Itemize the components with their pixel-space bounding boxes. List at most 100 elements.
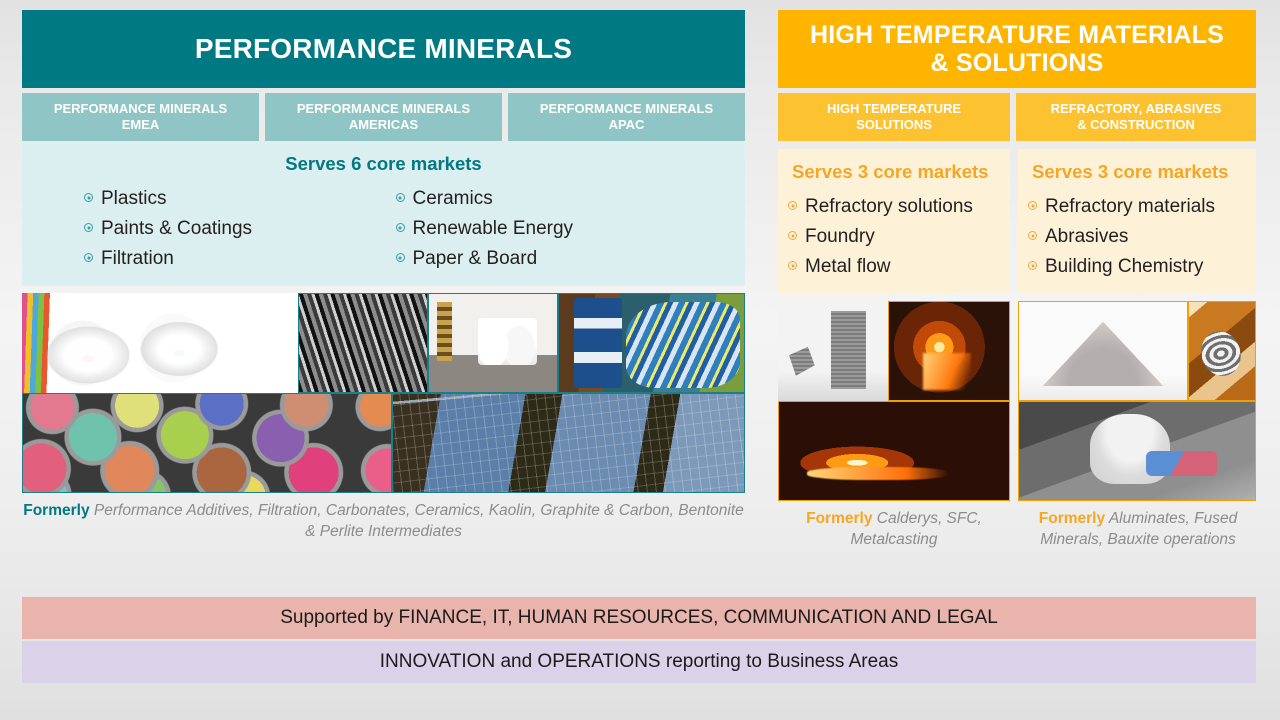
markets-columns: Plastics Paints & Coatings Filtration Ce… <box>32 184 735 275</box>
unit-performance-minerals-americas[interactable]: PERFORMANCE MINERALS AMERICAS <box>265 93 502 141</box>
market-label: Foundry <box>805 226 875 248</box>
business-area-performance-minerals: PERFORMANCE MINERALS PERFORMANCE MINERAL… <box>22 10 745 542</box>
list-item: Paper & Board <box>395 244 736 274</box>
high-temperature-photo-mosaics <box>778 301 1256 501</box>
formerly-text: Aluminates, Fused Minerals, Bauxite oper… <box>1040 510 1238 548</box>
business-area-high-temperature-materials: HIGH TEMPERATURE MATERIALS & SOLUTIONS H… <box>778 10 1256 550</box>
photo-row-bottom <box>22 393 745 493</box>
solar-panels-photo <box>392 393 745 493</box>
bullet-icon <box>1028 261 1037 271</box>
performance-minerals-formerly-note: Formerly Performance Additives, Filtrati… <box>22 501 745 542</box>
support-functions-bar: Supported by FINANCE, IT, HUMAN RESOURCE… <box>22 597 1256 639</box>
performance-minerals-markets-panel: Serves 6 core markets Plastics Paints & … <box>22 141 745 286</box>
bullet-icon <box>788 231 797 241</box>
photo-row-top <box>1018 301 1256 401</box>
unit-label-line1: PERFORMANCE MINERALS <box>53 101 228 117</box>
unit-label-line2: APAC <box>608 117 645 132</box>
unit-label-line2: EMEA <box>121 117 160 132</box>
molten-metal-photo <box>778 401 1010 501</box>
list-item: Foundry <box>788 222 1000 252</box>
bathroom-ceramics-photo <box>428 293 558 393</box>
unit-label-line2: & CONSTRUCTION <box>1077 117 1195 132</box>
performance-minerals-unit-row: PERFORMANCE MINERALS EMEA PERFORMANCE MI… <box>22 93 745 141</box>
market-label: Metal flow <box>805 256 891 278</box>
paint-cans-photo <box>22 393 392 493</box>
bullet-icon <box>84 223 93 233</box>
list-item: Renewable Energy <box>395 214 736 244</box>
market-label: Refractory materials <box>1045 196 1215 217</box>
innovation-operations-bar: INNOVATION and OPERATIONS reporting to B… <box>22 641 1256 683</box>
list-item: Metal flow <box>788 252 1000 282</box>
high-temperature-formerly-row: Formerly Calderys, SFC, Metalcasting For… <box>778 509 1256 550</box>
market-label: Renewable Energy <box>412 218 574 240</box>
rac-markets-panel: Serves 3 core markets Refractory materia… <box>1018 149 1256 294</box>
bullet-icon <box>1028 201 1037 210</box>
formerly-label: Formerly <box>806 510 873 527</box>
photo-row-top <box>22 293 745 393</box>
market-label: Filtration <box>101 248 174 270</box>
rac-formerly-note: Formerly Aluminates, Fused Minerals, Bau… <box>1020 509 1256 550</box>
markets-list-column-b: Ceramics Renewable Energy Paper & Board <box>384 184 736 275</box>
innovation-operations-label: INNOVATION and OPERATIONS reporting to B… <box>379 651 899 672</box>
market-label: Paper & Board <box>412 248 538 270</box>
formerly-text: Calderys, SFC, Metalcasting <box>850 510 982 548</box>
unit-label-line1: HIGH TEMPERATURE <box>826 101 962 117</box>
bullet-icon <box>84 193 93 202</box>
bullet-icon <box>395 253 405 263</box>
markets-heading: Serves 3 core markets <box>792 161 989 182</box>
markets-heading: Serves 3 core markets <box>1032 161 1229 182</box>
markets-list: Refractory materials Abrasives Building … <box>1028 192 1246 283</box>
unit-high-temperature-solutions[interactable]: HIGH TEMPERATURE SOLUTIONS <box>778 93 1010 141</box>
worker-filtration-photo <box>558 293 745 393</box>
paper-rolls-photo <box>22 293 298 393</box>
performance-minerals-photo-mosaic <box>22 293 745 493</box>
photo-row-top <box>778 301 1010 401</box>
bullet-icon <box>395 223 405 233</box>
markets-list-column-a: Plastics Paints & Coatings Filtration <box>32 184 384 275</box>
market-label: Paints & Coatings <box>101 218 253 240</box>
bullet-icon <box>788 201 797 210</box>
market-label: Ceramics <box>412 188 493 209</box>
protective-suit-worker-photo <box>1018 401 1256 501</box>
bullet-icon <box>84 253 93 263</box>
formerly-label: Formerly <box>23 502 90 519</box>
formerly-text: Performance Additives, Filtration, Carbo… <box>93 502 744 540</box>
unit-performance-minerals-emea[interactable]: PERFORMANCE MINERALS EMEA <box>22 93 259 141</box>
unit-refractory-abrasives-construction[interactable]: REFRACTORY, ABRASIVES & CONSTRUCTION <box>1016 93 1256 141</box>
markets-list: Refractory solutions Foundry Metal flow <box>788 192 1000 283</box>
list-item: Plastics <box>84 184 384 214</box>
refractory-bricks-photo <box>778 301 888 401</box>
high-temperature-unit-row: HIGH TEMPERATURE SOLUTIONS REFRACTORY, A… <box>778 93 1256 141</box>
list-item: Paints & Coatings <box>84 214 384 244</box>
unit-label-line2: SOLUTIONS <box>856 117 932 132</box>
header-line1: HIGH TEMPERATURE MATERIALS <box>810 21 1224 49</box>
list-item: Refractory solutions <box>788 192 1000 222</box>
bullet-icon <box>1028 231 1037 241</box>
unit-performance-minerals-apac[interactable]: PERFORMANCE MINERALS APAC <box>508 93 745 141</box>
hts-formerly-note: Formerly Calderys, SFC, Metalcasting <box>778 509 1010 550</box>
high-temperature-markets-row: Serves 3 core markets Refractory solutio… <box>778 149 1256 294</box>
hts-photo-mosaic <box>778 301 1010 501</box>
bullet-icon <box>788 261 797 271</box>
unit-label-line1: PERFORMANCE MINERALS <box>296 101 471 117</box>
formerly-label: Formerly <box>1038 510 1106 527</box>
unit-label-line1: REFRACTORY, ABRASIVES <box>1050 101 1222 117</box>
support-functions-label: Supported by FINANCE, IT, HUMAN RESOURCE… <box>280 607 998 628</box>
market-label: Abrasives <box>1045 226 1129 248</box>
corrugated-pipes-photo <box>298 293 428 393</box>
list-item: Refractory materials <box>1028 192 1246 222</box>
header-line2: & SOLUTIONS <box>930 49 1104 77</box>
performance-minerals-header: PERFORMANCE MINERALS <box>22 10 745 88</box>
list-item: Building Chemistry <box>1028 252 1246 282</box>
hts-markets-panel: Serves 3 core markets Refractory solutio… <box>778 149 1010 294</box>
furnace-pour-photo <box>888 301 1010 401</box>
bullet-icon <box>395 193 405 202</box>
rac-photo-mosaic <box>1018 301 1256 501</box>
market-label: Refractory solutions <box>805 196 973 217</box>
markets-heading: Serves 6 core markets <box>285 153 482 174</box>
list-item: Filtration <box>84 244 384 274</box>
list-item: Ceramics <box>395 184 736 214</box>
high-temperature-header: HIGH TEMPERATURE MATERIALS & SOLUTIONS <box>778 10 1256 88</box>
unit-label-line2: AMERICAS <box>348 117 419 132</box>
list-item: Abrasives <box>1028 222 1246 252</box>
